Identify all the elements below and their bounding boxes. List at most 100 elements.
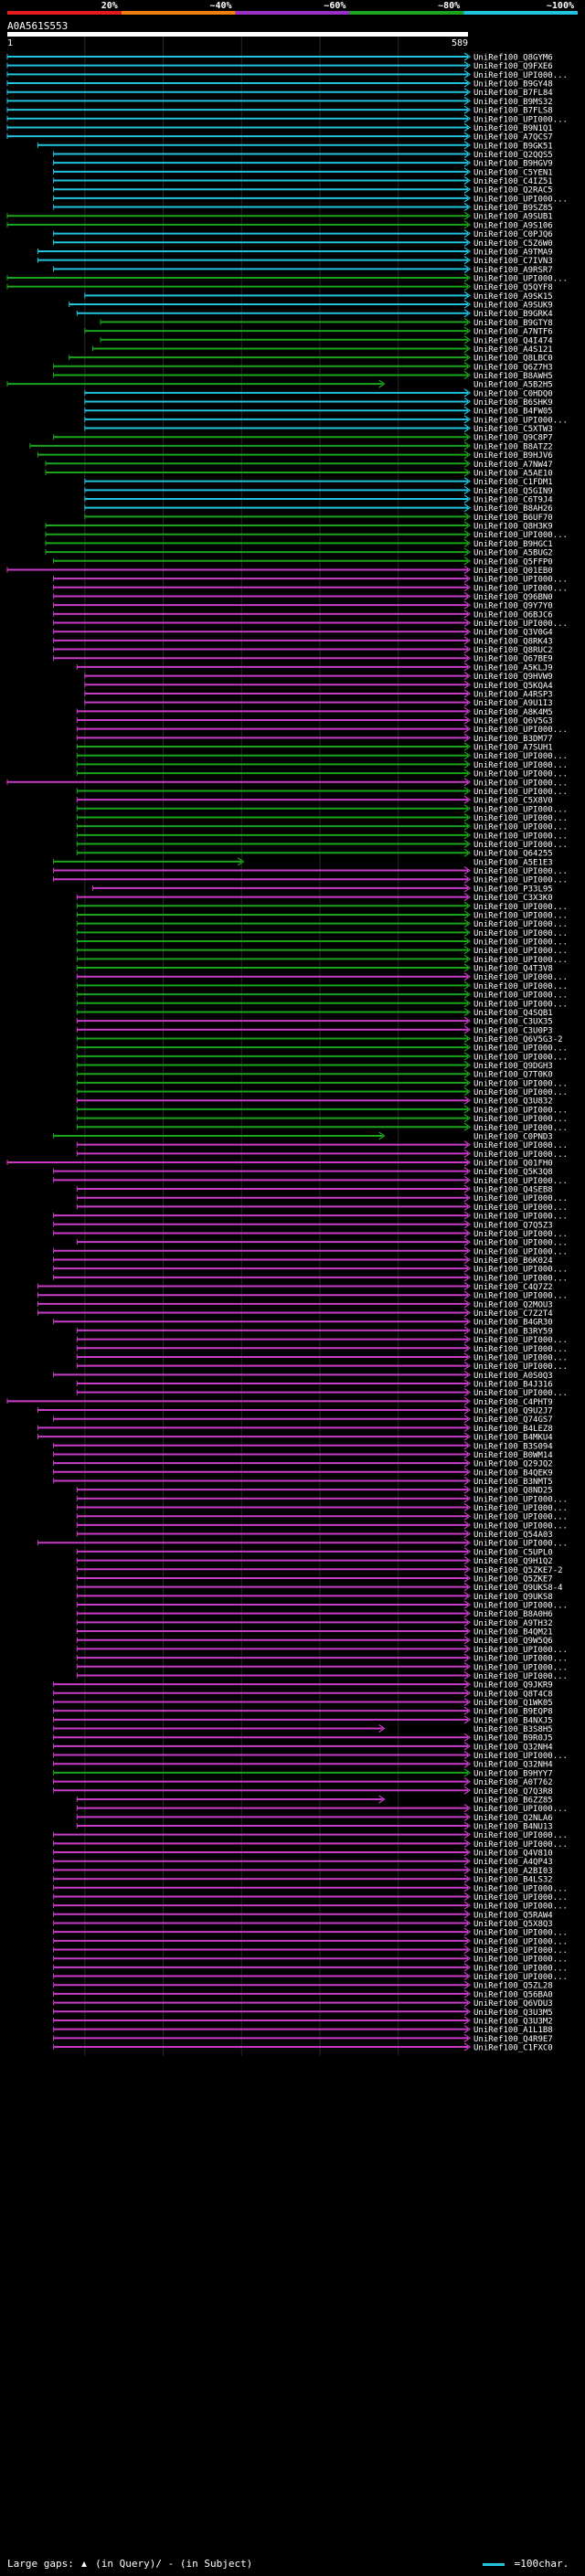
hit-row[interactable]: UniRef100_Q4SQB1 (76, 1007, 553, 1018)
hit-row[interactable]: UniRef100_Q56BA0 (53, 1989, 553, 2000)
hit-label[interactable]: UniRef100_B8A0H6 (473, 1610, 553, 1619)
hit-row[interactable]: UniRef100_UPI000... (53, 619, 568, 630)
hit-label[interactable]: UniRef100_UPI000... (473, 1946, 568, 1956)
hit-label[interactable]: UniRef100_C3U0P3 (473, 1026, 553, 1035)
hit-row[interactable]: UniRef100_Q8T4C8 (53, 1689, 553, 1700)
hit-label[interactable]: UniRef100_A5E1E3 (473, 858, 553, 867)
hit-row[interactable]: UniRef100_UPI000... (53, 1211, 568, 1222)
hit-label[interactable]: UniRef100_A7SUH1 (473, 744, 553, 753)
hit-label[interactable]: UniRef100_C5X8V0 (473, 797, 553, 806)
hit-row[interactable]: UniRef100_UPI000... (53, 1228, 568, 1239)
hit-label[interactable]: UniRef100_B8ATZ2 (473, 442, 553, 451)
hit-row[interactable]: UniRef100_UPI000... (76, 822, 568, 832)
hit-label[interactable]: UniRef100_Q5QYF8 (473, 283, 553, 292)
hit-row[interactable]: UniRef100_UPI000... (76, 946, 568, 957)
hit-label[interactable]: UniRef100_C5XTW3 (473, 425, 553, 434)
hit-row[interactable]: UniRef100_B9GTY8 (100, 317, 553, 328)
hit-row[interactable]: UniRef100_C7IVN3 (37, 256, 553, 267)
hit-label[interactable]: UniRef100_A9RSR7 (473, 266, 553, 275)
hit-row[interactable]: UniRef100_UPI000... (76, 1335, 568, 1346)
hit-row[interactable]: UniRef100_B3DM77 (76, 733, 553, 744)
hit-row[interactable]: UniRef100_C3X3K0 (76, 893, 553, 904)
hit-row[interactable]: UniRef100_Q9H1Q2 (76, 1556, 553, 1567)
hit-label[interactable]: UniRef100_UPI000... (473, 1646, 568, 1655)
hit-label[interactable]: UniRef100_Q74GS7 (473, 1415, 553, 1425)
hit-row[interactable]: UniRef100_Q64255 (76, 848, 553, 859)
hit-label[interactable]: UniRef100_C4IZ51 (473, 177, 553, 186)
hit-row[interactable]: UniRef100_UPI000... (76, 831, 568, 842)
hit-label[interactable]: UniRef100_Q6VDU3 (473, 1999, 553, 2009)
hit-label[interactable]: UniRef100_C5UPL0 (473, 1548, 553, 1557)
hit-label[interactable]: UniRef100_A9SK15 (473, 292, 553, 302)
hit-row[interactable]: UniRef100_Q01FH0 (6, 1158, 553, 1169)
hit-row[interactable]: UniRef100_Q29JQ2 (53, 1458, 553, 1469)
hit-label[interactable]: UniRef100_B9GTY8 (473, 319, 553, 328)
hit-label[interactable]: UniRef100_Q01FH0 (473, 1160, 553, 1169)
hit-label[interactable]: UniRef100_UPI000... (473, 1106, 568, 1115)
hit-row[interactable]: UniRef100_UPI000... (76, 1662, 568, 1673)
hit-label[interactable]: UniRef100_UPI000... (473, 1655, 568, 1664)
hit-label[interactable]: UniRef100_UPI000... (473, 1115, 568, 1124)
hit-label[interactable]: UniRef100_UPI000... (473, 1044, 568, 1054)
hit-label[interactable]: UniRef100_C3X3K0 (473, 894, 553, 903)
hit-row[interactable]: UniRef100_B9MS32 (6, 96, 553, 107)
hit-row[interactable]: UniRef100_Q8LBC0 (69, 353, 553, 364)
hit-row[interactable]: UniRef100_UPI000... (76, 1503, 568, 1514)
hit-row[interactable]: UniRef100_Q8ND25 (76, 1485, 553, 1496)
hit-row[interactable]: UniRef100_A5E1E3 (53, 857, 553, 868)
hit-label[interactable]: UniRef100_B9N1Q1 (473, 124, 553, 133)
hit-label[interactable]: UniRef100_UPI000... (473, 1213, 568, 1222)
hit-row[interactable]: UniRef100_Q5X8Q3 (53, 1918, 553, 1929)
hit-label[interactable]: UniRef100_Q67BE9 (473, 655, 553, 664)
hit-label[interactable]: UniRef100_Q8T4C8 (473, 1690, 553, 1699)
hit-label[interactable]: UniRef100_B9HGC1 (473, 540, 553, 549)
hit-label[interactable]: UniRef100_C4PHT9 (473, 1398, 553, 1407)
hit-label[interactable]: UniRef100_UPI000... (473, 1956, 568, 1965)
hit-row[interactable]: UniRef100_UPI000... (37, 1538, 568, 1549)
hit-label[interactable]: UniRef100_A7NTF6 (473, 328, 553, 337)
hit-row[interactable]: UniRef100_Q3V0G4 (53, 627, 553, 638)
hit-row[interactable]: UniRef100_UPI000... (76, 1653, 568, 1664)
hit-label[interactable]: UniRef100_B3DM77 (473, 735, 553, 744)
hit-label[interactable]: UniRef100_B4FW05 (473, 408, 553, 417)
hit-label[interactable]: UniRef100_Q5FFP0 (473, 557, 553, 567)
hit-label[interactable]: UniRef100_B9GK51 (473, 142, 553, 151)
hit-row[interactable]: UniRef100_UPI000... (76, 1494, 568, 1505)
hit-label[interactable]: UniRef100_UPI000... (473, 620, 568, 629)
hit-row[interactable]: UniRef100_UPI000... (76, 769, 568, 779)
hit-label[interactable]: UniRef100_Q8GYM6 (473, 54, 553, 63)
hit-label[interactable]: UniRef100_P33L95 (473, 885, 553, 894)
hit-row[interactable]: UniRef100_UPI000... (76, 919, 568, 930)
hit-row[interactable]: UniRef100_UPI000... (53, 583, 568, 594)
hit-label[interactable]: UniRef100_UPI000... (473, 929, 568, 938)
hit-row[interactable]: UniRef100_UPI000... (76, 1343, 568, 1354)
hit-row[interactable]: UniRef100_B4GR30 (53, 1317, 553, 1328)
hit-label[interactable]: UniRef100_Q2RAC5 (473, 186, 553, 196)
hit-label[interactable]: UniRef100_Q9HVW9 (473, 673, 553, 682)
hit-label[interactable]: UniRef100_UPI000... (473, 71, 568, 80)
hit-row[interactable]: UniRef100_B4QEK9 (53, 1468, 553, 1479)
hit-label[interactable]: UniRef100_Q2QQS5 (473, 151, 553, 160)
hit-label[interactable]: UniRef100_B3S094 (473, 1442, 553, 1451)
hit-row[interactable]: UniRef100_UPI000... (53, 1264, 568, 1275)
hit-row[interactable]: UniRef100_C5XTW3 (84, 424, 553, 435)
hit-label[interactable]: UniRef100_B6ZZ85 (473, 1796, 553, 1805)
hit-row[interactable]: UniRef100_UPI000... (53, 875, 568, 885)
hit-row[interactable]: UniRef100_B4QM21 (76, 1627, 553, 1638)
hit-label[interactable]: UniRef100_B3NMT5 (473, 1478, 553, 1487)
hit-label[interactable]: UniRef100_B9HYY7 (473, 1769, 553, 1778)
hit-label[interactable]: UniRef100_UPI000... (473, 770, 568, 779)
hit-label[interactable]: UniRef100_UPI000... (473, 1194, 568, 1203)
hit-row[interactable]: UniRef100_A4QP43 (53, 1857, 553, 1868)
hit-row[interactable]: UniRef100_Q5ZKE7-2 (76, 1564, 563, 1575)
hit-row[interactable]: UniRef100_Q5RAW4 (53, 1910, 553, 1921)
hit-label[interactable]: UniRef100_UPI000... (473, 903, 568, 912)
hit-label[interactable]: UniRef100_Q9FXE6 (473, 62, 553, 71)
hit-label[interactable]: UniRef100_Q6V5G3-2 (473, 1035, 563, 1044)
hit-row[interactable]: UniRef100_B8AH26 (84, 504, 553, 514)
hit-row[interactable]: UniRef100_Q32NH4 (53, 1759, 553, 1770)
hit-row[interactable]: UniRef100_UPI000... (76, 1043, 568, 1054)
hit-label[interactable]: UniRef100_Q6BJC6 (473, 610, 553, 620)
hit-row[interactable]: UniRef100_Q7Q5Z3 (53, 1220, 553, 1231)
hit-label[interactable]: UniRef100_Q3U832 (473, 1097, 553, 1107)
